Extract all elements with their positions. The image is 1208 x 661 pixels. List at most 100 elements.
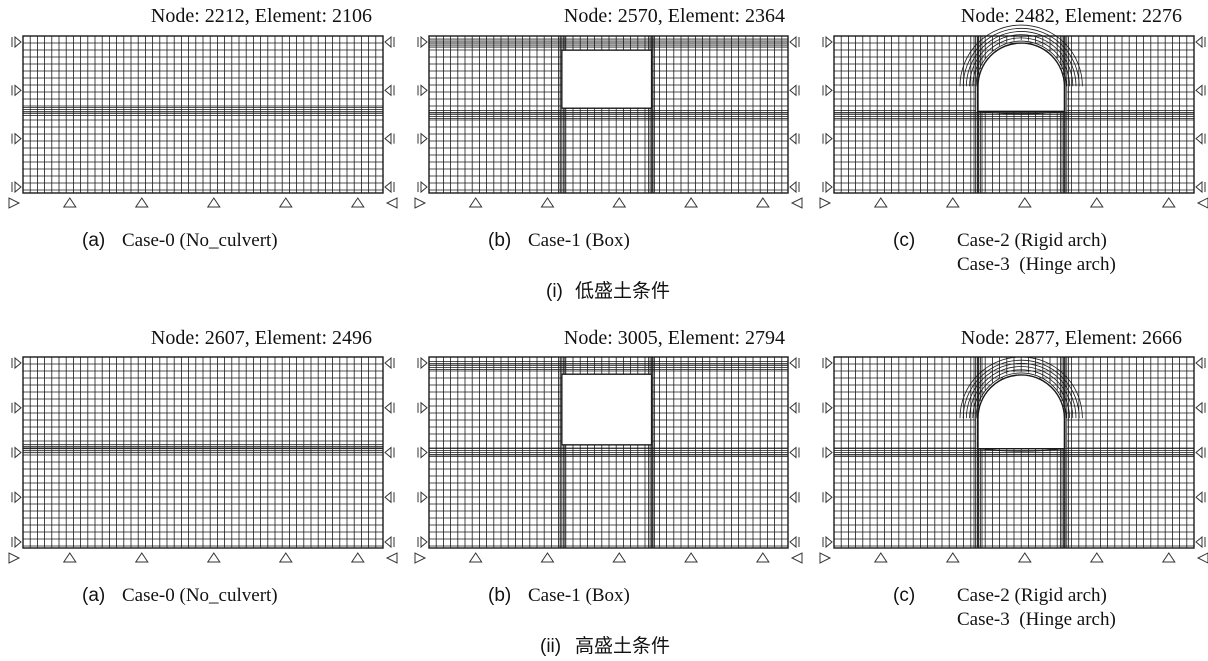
panel-label-c: (c) xyxy=(893,230,915,251)
roller-support-icon xyxy=(384,491,395,504)
mesh-case-1-box xyxy=(414,35,803,209)
pin-support-icon xyxy=(278,552,293,563)
node-element-count: Node: 2877, Element: 2666 xyxy=(961,327,1182,349)
pin-support-icon xyxy=(1161,197,1176,208)
corner-support-icon xyxy=(385,552,398,564)
corner-support-icon xyxy=(819,552,832,564)
roller-support-icon xyxy=(822,401,833,414)
mesh-case-0 xyxy=(8,356,398,564)
case-caption: Case-2 (Rigid arch) xyxy=(957,585,1107,606)
roller-support-icon xyxy=(789,180,800,194)
panel-label-c: (c) xyxy=(893,585,915,606)
roller-support-icon xyxy=(384,401,395,414)
pin-support-icon xyxy=(612,552,627,563)
corner-support-icon xyxy=(819,197,832,209)
roller-support-icon xyxy=(11,180,22,194)
pin-support-icon xyxy=(945,552,960,563)
corner-support-icon xyxy=(385,197,398,209)
node-element-count: Node: 2482, Element: 2276 xyxy=(961,5,1182,27)
roller-support-icon xyxy=(11,132,22,145)
corner-support-icon xyxy=(8,552,21,564)
roller-support-icon xyxy=(1195,180,1206,194)
corner-support-icon xyxy=(790,552,803,564)
roller-support-icon xyxy=(417,35,428,49)
roller-support-icon xyxy=(11,35,22,49)
roller-support-icon xyxy=(417,491,428,504)
roller-support-icon xyxy=(384,35,395,49)
roller-support-icon xyxy=(1195,132,1206,145)
panel-label-a: (a) xyxy=(82,585,105,606)
corner-support-icon xyxy=(790,197,803,209)
corner-support-icon xyxy=(414,552,427,564)
roller-support-icon xyxy=(822,180,833,194)
row-title: 低盛土条件 xyxy=(575,280,670,302)
pin-support-icon xyxy=(1089,552,1104,563)
roller-support-icon xyxy=(417,356,428,370)
row-label: (ii) xyxy=(540,636,561,657)
pin-support-icon xyxy=(134,197,149,208)
roller-support-icon xyxy=(417,84,428,97)
pin-support-icon xyxy=(684,552,699,563)
roller-support-icon xyxy=(789,401,800,414)
pin-support-icon xyxy=(350,197,365,208)
roller-support-icon xyxy=(1195,535,1206,549)
pin-support-icon xyxy=(468,552,483,563)
roller-support-icon xyxy=(417,446,428,459)
roller-support-icon xyxy=(384,356,395,370)
case-caption: Case-1 (Box) xyxy=(528,230,630,251)
roller-support-icon xyxy=(789,35,800,49)
roller-support-icon xyxy=(11,401,22,414)
case-caption: Case-2 (Rigid arch) xyxy=(957,230,1107,251)
pin-support-icon xyxy=(206,552,221,563)
mesh-case-2-arch xyxy=(819,356,1208,564)
pin-support-icon xyxy=(1089,197,1104,208)
roller-support-icon xyxy=(789,446,800,459)
node-element-count: Node: 3005, Element: 2794 xyxy=(564,327,785,349)
panel-label-a: (a) xyxy=(82,230,105,251)
roller-support-icon xyxy=(384,132,395,145)
roller-support-icon xyxy=(384,446,395,459)
roller-support-icon xyxy=(822,446,833,459)
case-caption: Case-3 (Hinge arch) xyxy=(957,254,1116,275)
pin-support-icon xyxy=(1017,197,1032,208)
pin-support-icon xyxy=(134,552,149,563)
row-label: (i) xyxy=(546,281,563,302)
roller-support-icon xyxy=(384,535,395,549)
roller-support-icon xyxy=(1195,35,1206,49)
pin-support-icon xyxy=(1161,552,1176,563)
node-element-count: Node: 2607, Element: 2496 xyxy=(151,327,372,349)
case-caption: Case-0 (No_culvert) xyxy=(122,230,278,251)
case-caption: Case-3 (Hinge arch) xyxy=(957,609,1116,630)
panel-label-b: (b) xyxy=(488,585,511,606)
roller-support-icon xyxy=(1195,446,1206,459)
roller-support-icon xyxy=(822,535,833,549)
roller-support-icon xyxy=(789,356,800,370)
row-low-embankment: Node: 2212, Element: 2106 Node: 2570, El… xyxy=(8,5,1208,302)
corner-support-icon xyxy=(8,197,21,209)
corner-support-icon xyxy=(1196,197,1208,209)
pin-support-icon xyxy=(350,552,365,563)
corner-support-icon xyxy=(1196,552,1208,564)
roller-support-icon xyxy=(1195,401,1206,414)
pin-support-icon xyxy=(540,552,555,563)
pin-support-icon xyxy=(873,552,888,563)
roller-support-icon xyxy=(789,535,800,549)
pin-support-icon xyxy=(468,197,483,208)
pin-support-icon xyxy=(540,197,555,208)
pin-support-icon xyxy=(755,552,770,563)
roller-support-icon xyxy=(11,535,22,549)
pin-support-icon xyxy=(62,197,77,208)
roller-support-icon xyxy=(1195,84,1206,97)
roller-support-icon xyxy=(417,401,428,414)
pin-support-icon xyxy=(206,197,221,208)
pin-support-icon xyxy=(755,197,770,208)
mesh-case-1-box xyxy=(414,356,803,564)
pin-support-icon xyxy=(62,552,77,563)
roller-support-icon xyxy=(822,491,833,504)
roller-support-icon xyxy=(417,180,428,194)
corner-support-icon xyxy=(414,197,427,209)
pin-support-icon xyxy=(278,197,293,208)
pin-support-icon xyxy=(1017,552,1032,563)
roller-support-icon xyxy=(384,84,395,97)
